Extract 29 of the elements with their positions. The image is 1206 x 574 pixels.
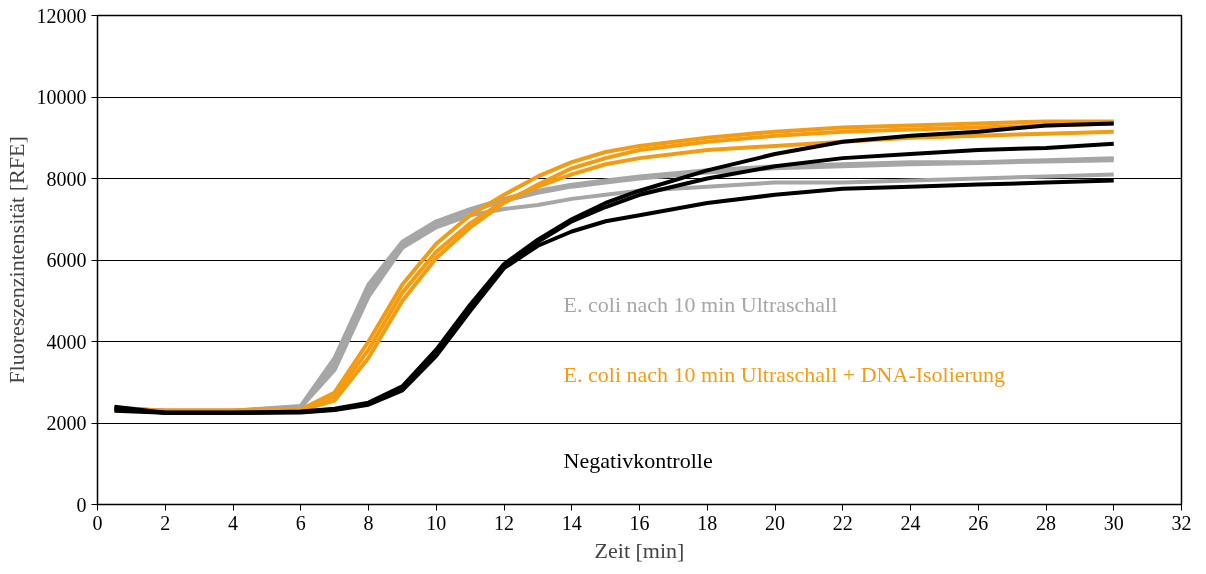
annotation: E. coli nach 10 min Ultraschall (563, 291, 838, 317)
y-tick-label: 12000 (36, 4, 87, 27)
x-tick-label: 0 (92, 511, 103, 534)
x-tick-label: 18 (697, 511, 718, 534)
y-axis-title: Fluoreszenzintensität [RFE] (3, 136, 29, 384)
x-tick-label: 16 (629, 511, 650, 534)
y-tick-label: 4000 (46, 330, 87, 353)
x-tick-label: 20 (765, 511, 785, 534)
y-tick-label: 0 (76, 493, 87, 516)
y-tick-label: 2000 (46, 412, 87, 434)
annotation: Negativkontrolle (563, 447, 713, 473)
y-tick-label: 10000 (36, 86, 87, 108)
x-tick-label: 26 (968, 511, 989, 534)
x-tick-label: 22 (832, 511, 853, 534)
x-tick-label: 6 (295, 511, 306, 534)
y-tick-label: 8000 (46, 167, 87, 190)
x-tick-label: 32 (1171, 511, 1192, 534)
x-tick-label: 14 (561, 511, 582, 534)
x-tick-label: 10 (426, 511, 447, 534)
annotation: E. coli nach 10 min Ultraschall + DNA-Isolierung (563, 362, 1005, 388)
x-tick-label: 4 (228, 511, 238, 534)
y-tick-label: 6000 (46, 249, 87, 271)
x-tick-label: 8 (363, 511, 374, 534)
x-tick-label: 30 (1103, 511, 1124, 534)
x-tick-label: 28 (1036, 511, 1056, 534)
x-axis-title: Zeit [min] (594, 537, 685, 563)
x-tick-label: 12 (494, 511, 514, 534)
x-tick-label: 2 (160, 511, 171, 534)
x-tick-label: 24 (900, 511, 921, 534)
